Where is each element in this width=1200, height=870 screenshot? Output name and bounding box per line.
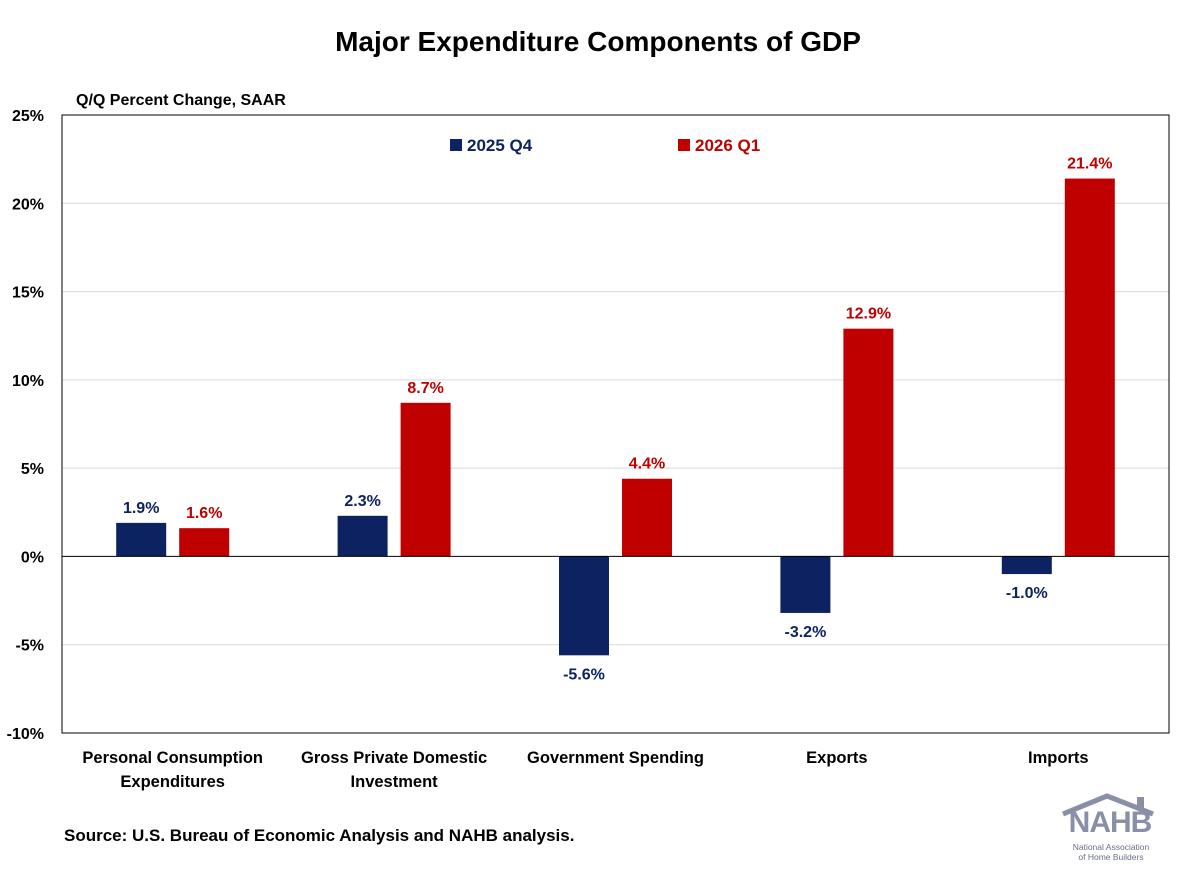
gridlines [62,114,1169,734]
logo-line-1: National Association [1072,842,1150,852]
y-tick-label: -5% [16,638,44,655]
data-label: 4.4% [629,456,665,473]
logo-wordmark: NAHB [1068,806,1153,839]
legend-swatch [450,139,462,151]
data-label: 2.3% [344,493,380,510]
y-tick-label: 10% [12,373,44,390]
bar [780,556,831,613]
category-label: Government Spending [527,749,704,767]
bar [1001,556,1052,575]
bar [337,515,388,557]
bar [843,328,894,557]
data-label: -5.6% [563,666,605,683]
nahb-logo: NAHB National Association of Home Builde… [1057,792,1165,862]
bar [1064,178,1115,557]
data-label: 1.6% [186,505,222,522]
category-label: Gross Private Domestic [301,749,487,767]
data-label: -1.0% [1006,585,1048,602]
y-axis-title: Q/Q Percent Change, SAAR [76,92,286,109]
category-label: Investment [351,773,439,791]
house-roof-icon [1062,793,1154,817]
y-tick-label: 15% [12,285,44,302]
data-labels: 1.9% 1.6% 2.3% 8.7% -5.6% 4.4% -3.2% 12.9% -1.0%… [123,156,1113,684]
bar [116,522,167,557]
data-label: -3.2% [785,624,827,641]
category-label: Imports [1028,749,1089,767]
legend-label: 2026 Q1 [695,136,760,155]
data-label: 21.4% [1067,156,1112,173]
category-label: Exports [806,749,867,767]
bars [116,178,1115,656]
y-tick-label: -10% [7,726,44,743]
data-label: 12.9% [846,306,891,323]
y-tick-label: 20% [12,196,44,213]
legend-label: 2025 Q4 [467,136,533,155]
category-label: Expenditures [120,773,225,791]
y-tick-label: 5% [21,461,44,478]
y-tick-label: 0% [21,549,44,566]
data-label: 8.7% [407,380,443,397]
chart-title: Major Expenditure Components of GDP [335,26,861,57]
bar [179,528,230,557]
source-note: Source: U.S. Bureau of Economic Analysis… [64,826,575,845]
logo-line-2: of Home Builders [1078,852,1144,862]
x-axis-categories: Personal Consumption Expenditures Gross Pr… [82,749,1088,791]
legend: 2025 Q4 2026 Q1 [450,136,760,155]
data-label: 1.9% [123,500,159,517]
category-label: Personal Consumption [82,749,263,767]
bar [559,556,609,656]
legend-swatch [678,139,690,151]
y-tick-label: 25% [12,108,44,125]
bar [400,402,451,557]
plot-area-frame [61,114,1170,734]
bar [622,478,672,557]
y-axis-ticks: 25% 20% 15% 10% 5% 0% -5% -10% [7,108,44,743]
